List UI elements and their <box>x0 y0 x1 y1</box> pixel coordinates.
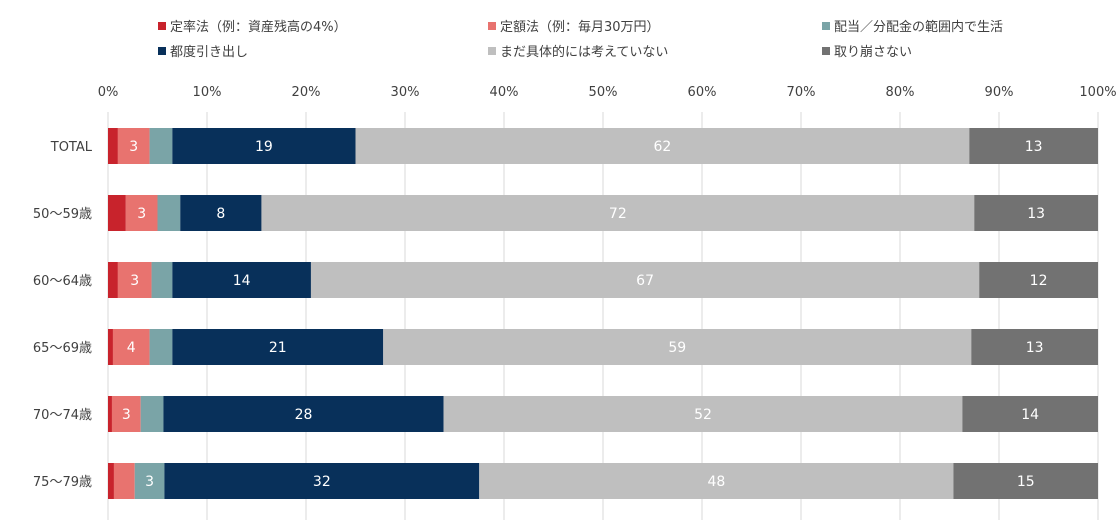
legend-swatch <box>158 47 166 55</box>
legend-label: 都度引き出し <box>170 44 248 60</box>
bar-segment <box>172 262 311 298</box>
bar-segment <box>149 128 173 164</box>
data-label: 62 <box>653 139 671 155</box>
bar-segment <box>172 329 384 365</box>
y-axis: TOTAL 50～59歳 60～64歳 65～69歳 70～74歳 75～79歳 <box>33 140 93 490</box>
data-label: 3 <box>130 273 139 289</box>
data-label: 14 <box>1021 407 1039 423</box>
bar-segment <box>111 396 141 432</box>
bar-segment <box>140 396 164 432</box>
x-tick-label: 80% <box>886 85 915 100</box>
bar-segment <box>969 128 1098 164</box>
bar-segment <box>310 262 980 298</box>
bar-segment <box>971 329 1098 365</box>
x-tick-label: 40% <box>490 85 519 100</box>
data-label: 3 <box>122 407 131 423</box>
category-label: 50～59歳 <box>33 207 92 222</box>
bars: 3 19 62 13 3 8 72 13 3 14 67 12 4 21 59 13 3 28 52 14 3 32 48 1… <box>108 128 1098 499</box>
legend-swatch <box>822 22 830 30</box>
bar-segment <box>108 195 126 231</box>
bar-segment <box>979 262 1098 298</box>
x-tick-label: 0% <box>98 85 119 100</box>
data-label: 12 <box>1030 273 1048 289</box>
category-label: 60～64歳 <box>33 274 92 289</box>
bar-segment <box>108 128 118 164</box>
x-tick-label: 90% <box>985 85 1014 100</box>
data-label: 19 <box>255 139 273 155</box>
data-label: 48 <box>707 474 725 490</box>
gridlines <box>107 112 1099 520</box>
x-tick-label: 60% <box>688 85 717 100</box>
data-label: 13 <box>1025 139 1043 155</box>
category-label: 65～69歳 <box>33 341 92 356</box>
data-label: 14 <box>233 273 251 289</box>
legend-label: まだ具体的には考えていない <box>500 44 668 60</box>
legend-swatch <box>488 22 496 30</box>
bar-segment <box>383 329 972 365</box>
category-label: 75～79歳 <box>33 475 92 490</box>
bar-segment <box>149 329 173 365</box>
bar-segment <box>953 463 1098 499</box>
bar-segment <box>172 128 356 164</box>
data-label: 13 <box>1026 340 1044 356</box>
data-label: 32 <box>313 474 331 490</box>
data-label: 67 <box>636 273 654 289</box>
legend-swatch <box>822 47 830 55</box>
legend-label: 配当／分配金の範囲内で生活 <box>834 19 1003 35</box>
bar-segment <box>355 128 970 164</box>
legend-label: 定率法（例：資産残高の4%） <box>170 19 347 35</box>
data-label: 3 <box>129 139 138 155</box>
bar-segment <box>108 262 118 298</box>
x-tick-label: 50% <box>589 85 618 100</box>
data-label: 4 <box>127 340 136 356</box>
legend-swatch <box>158 22 166 30</box>
bar-segment <box>112 329 150 365</box>
data-label: 13 <box>1027 206 1045 222</box>
data-label: 52 <box>694 407 712 423</box>
x-tick-label: 100% <box>1079 85 1116 100</box>
bar-segment <box>261 195 975 231</box>
bar-segment <box>163 396 444 432</box>
bar-segment <box>113 463 135 499</box>
bar-segment <box>108 396 112 432</box>
category-label: 70～74歳 <box>33 408 92 423</box>
x-tick-label: 70% <box>787 85 816 100</box>
bar-segment <box>108 329 113 365</box>
bar-segment <box>180 195 262 231</box>
bar-segment <box>117 262 152 298</box>
bar-segment <box>108 463 114 499</box>
bar-segment <box>157 195 181 231</box>
x-axis: 0% 10% 20% 30% 40% 50% 60% 70% 80% 90% 100% <box>98 85 1117 100</box>
data-label: 72 <box>609 206 627 222</box>
x-tick-label: 10% <box>193 85 222 100</box>
bar-segment <box>117 128 150 164</box>
bar-segment <box>962 396 1098 432</box>
bar-segment <box>974 195 1098 231</box>
bar-segment <box>125 195 158 231</box>
data-label: 15 <box>1017 474 1035 490</box>
category-label: TOTAL <box>50 140 93 155</box>
data-label: 3 <box>145 474 154 490</box>
bar-segment <box>134 463 165 499</box>
data-label: 3 <box>137 206 146 222</box>
legend-swatch <box>488 47 496 55</box>
legend-label: 取り崩さない <box>834 45 912 60</box>
x-tick-label: 20% <box>292 85 321 100</box>
bar-segment <box>479 463 954 499</box>
x-tick-label: 30% <box>391 85 420 100</box>
bar-segment <box>151 262 173 298</box>
bar-segment <box>164 463 480 499</box>
data-label: 21 <box>269 340 287 356</box>
data-label: 59 <box>668 340 686 356</box>
data-label: 8 <box>216 206 225 222</box>
bar-segment <box>443 396 963 432</box>
legend: 定率法（例：資産残高の4%） 定額法（例：毎月30万円） 配当／分配金の範囲内で生活… <box>158 19 1003 60</box>
legend-label: 定額法（例：毎月30万円） <box>500 19 660 35</box>
data-label: 28 <box>295 407 313 423</box>
